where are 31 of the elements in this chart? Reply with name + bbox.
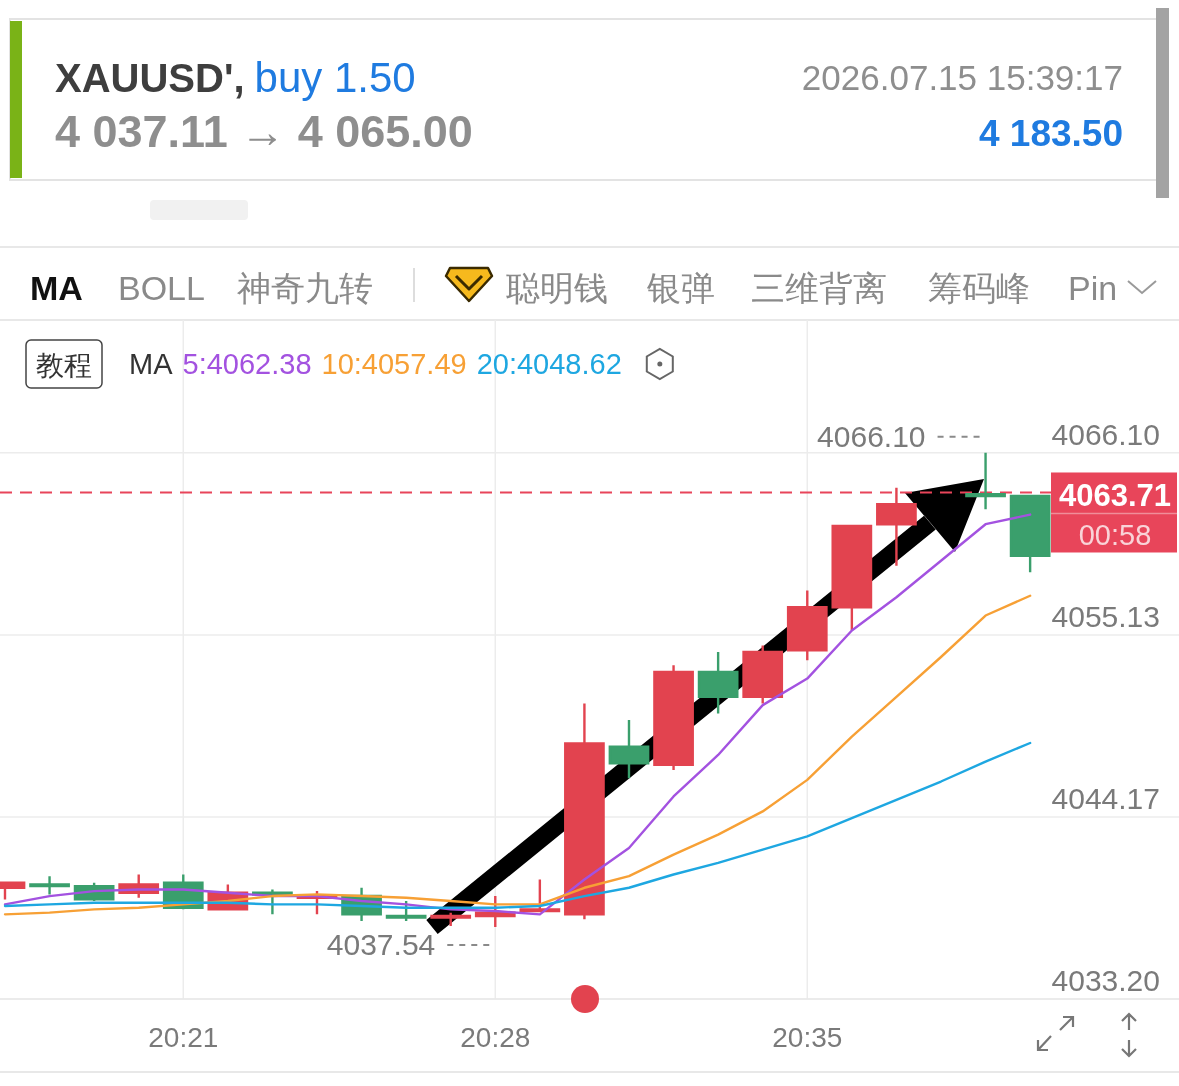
y-tick-label: 4044.17 — [1051, 781, 1160, 815]
annotation: 4037.54 — [326, 927, 436, 961]
extreme-label: 4037.54 — [326, 927, 493, 961]
text: 2026.07.15 15:39:17 — [801, 58, 1123, 97]
x-tick-label: 20:21 — [148, 1022, 219, 1053]
text: XAUUSD', — [55, 56, 245, 100]
text: BOLL — [118, 269, 205, 307]
text: 5:4062.38 — [182, 348, 312, 380]
annotation: 教程 — [36, 350, 92, 381]
text: buy 1.50 — [254, 54, 416, 101]
y-tick-label: 4055.13 — [1051, 599, 1160, 633]
price-label: 4063.71 00:58 — [1050, 472, 1178, 553]
text: 4 037.11 → 4 065.00 — [55, 106, 473, 157]
text: 20:4048.62 — [476, 348, 622, 380]
text: 三维背离 — [751, 269, 887, 307]
annotation: 4066.10 — [817, 419, 926, 453]
text: Pin — [1068, 269, 1118, 307]
text: 10:4057.49 — [321, 348, 467, 380]
text: 筹码峰 — [928, 269, 1030, 307]
text: 聪明钱 — [506, 269, 608, 307]
text: MA — [30, 269, 83, 307]
x-tick-label: 20:35 — [772, 1022, 843, 1053]
y-tick-label: 4033.20 — [1051, 964, 1160, 997]
ref-line-label: 4063.71 — [1058, 478, 1172, 514]
text: 4 183.50 — [978, 113, 1123, 154]
y-tick-label: 4066.10 — [1051, 417, 1160, 451]
x-tick-label: 20:28 — [460, 1022, 531, 1053]
extreme-label: 4066.10 — [817, 419, 983, 453]
text: 银弹 — [646, 269, 715, 307]
text: 神奇九转 — [237, 269, 373, 307]
legend-title: MA — [129, 348, 174, 380]
